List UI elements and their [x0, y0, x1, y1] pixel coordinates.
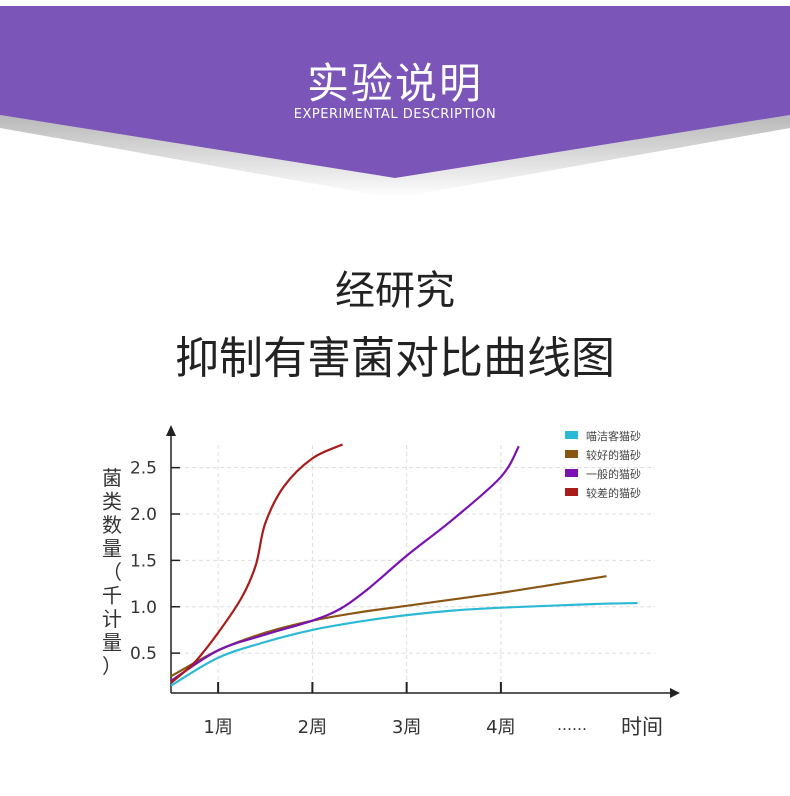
series-line — [170, 445, 520, 682]
series-line — [170, 575, 607, 678]
y-tick-label: 1.5 — [130, 551, 157, 571]
y-axis-label-char: 量 — [102, 631, 122, 655]
x-tick-label: 1周 — [203, 717, 232, 738]
y-axis-label-char: ） — [102, 654, 122, 678]
header-title: 实验说明 — [306, 59, 483, 108]
x-tick-label: 2周 — [298, 717, 327, 738]
header-banner — [0, 6, 790, 198]
y-tick-label: 2.0 — [130, 505, 157, 525]
y-axis-label-char: 千 — [102, 584, 122, 608]
x-axis-arrow — [670, 688, 680, 698]
y-axis-label-char: 计 — [102, 607, 122, 631]
x-axis-label: 时间 — [621, 715, 663, 739]
y-tick-label: 2.5 — [130, 459, 157, 479]
line-chart: 0.51.01.52.02.51周 2周 3周 4周…… 时间菌类数量（千计量）喵洁客猫… — [102, 425, 680, 739]
series-line — [170, 443, 344, 684]
y-tick-label: 1.0 — [130, 598, 157, 618]
y-axis-arrow — [166, 425, 176, 436]
legend-label: 喵洁客猫砂 — [586, 429, 641, 443]
header-subtitle: EXPERIMENTAL DESCRIPTION — [293, 107, 497, 122]
legend-swatch — [565, 469, 578, 477]
banner-shape — [0, 6, 790, 178]
y-axis-label-char: 类 — [102, 490, 122, 514]
legend-label: 较差的猫砂 — [586, 486, 641, 500]
legend-label: 较好的猫砂 — [586, 448, 641, 462]
y-axis-label-char: 数 — [102, 513, 122, 537]
x-tick-label: 4周 — [486, 717, 515, 738]
x-tick-label: 3周 — [392, 717, 421, 738]
y-axis-label-char: （ — [102, 560, 122, 584]
legend-swatch — [565, 431, 578, 439]
legend-swatch — [565, 488, 578, 496]
heading-line1: 经研究 — [335, 268, 455, 314]
x-ellipsis: …… — [557, 716, 587, 734]
series-line — [170, 601, 638, 687]
legend-swatch — [565, 450, 578, 458]
y-axis-label-char: 量 — [102, 537, 122, 561]
chart-title: 抑制有害菌对比曲线图 — [175, 333, 615, 384]
legend-label: 一般的猫砂 — [586, 467, 641, 481]
y-axis-label-char: 菌 — [102, 466, 122, 490]
y-tick-label: 0.5 — [130, 644, 157, 664]
